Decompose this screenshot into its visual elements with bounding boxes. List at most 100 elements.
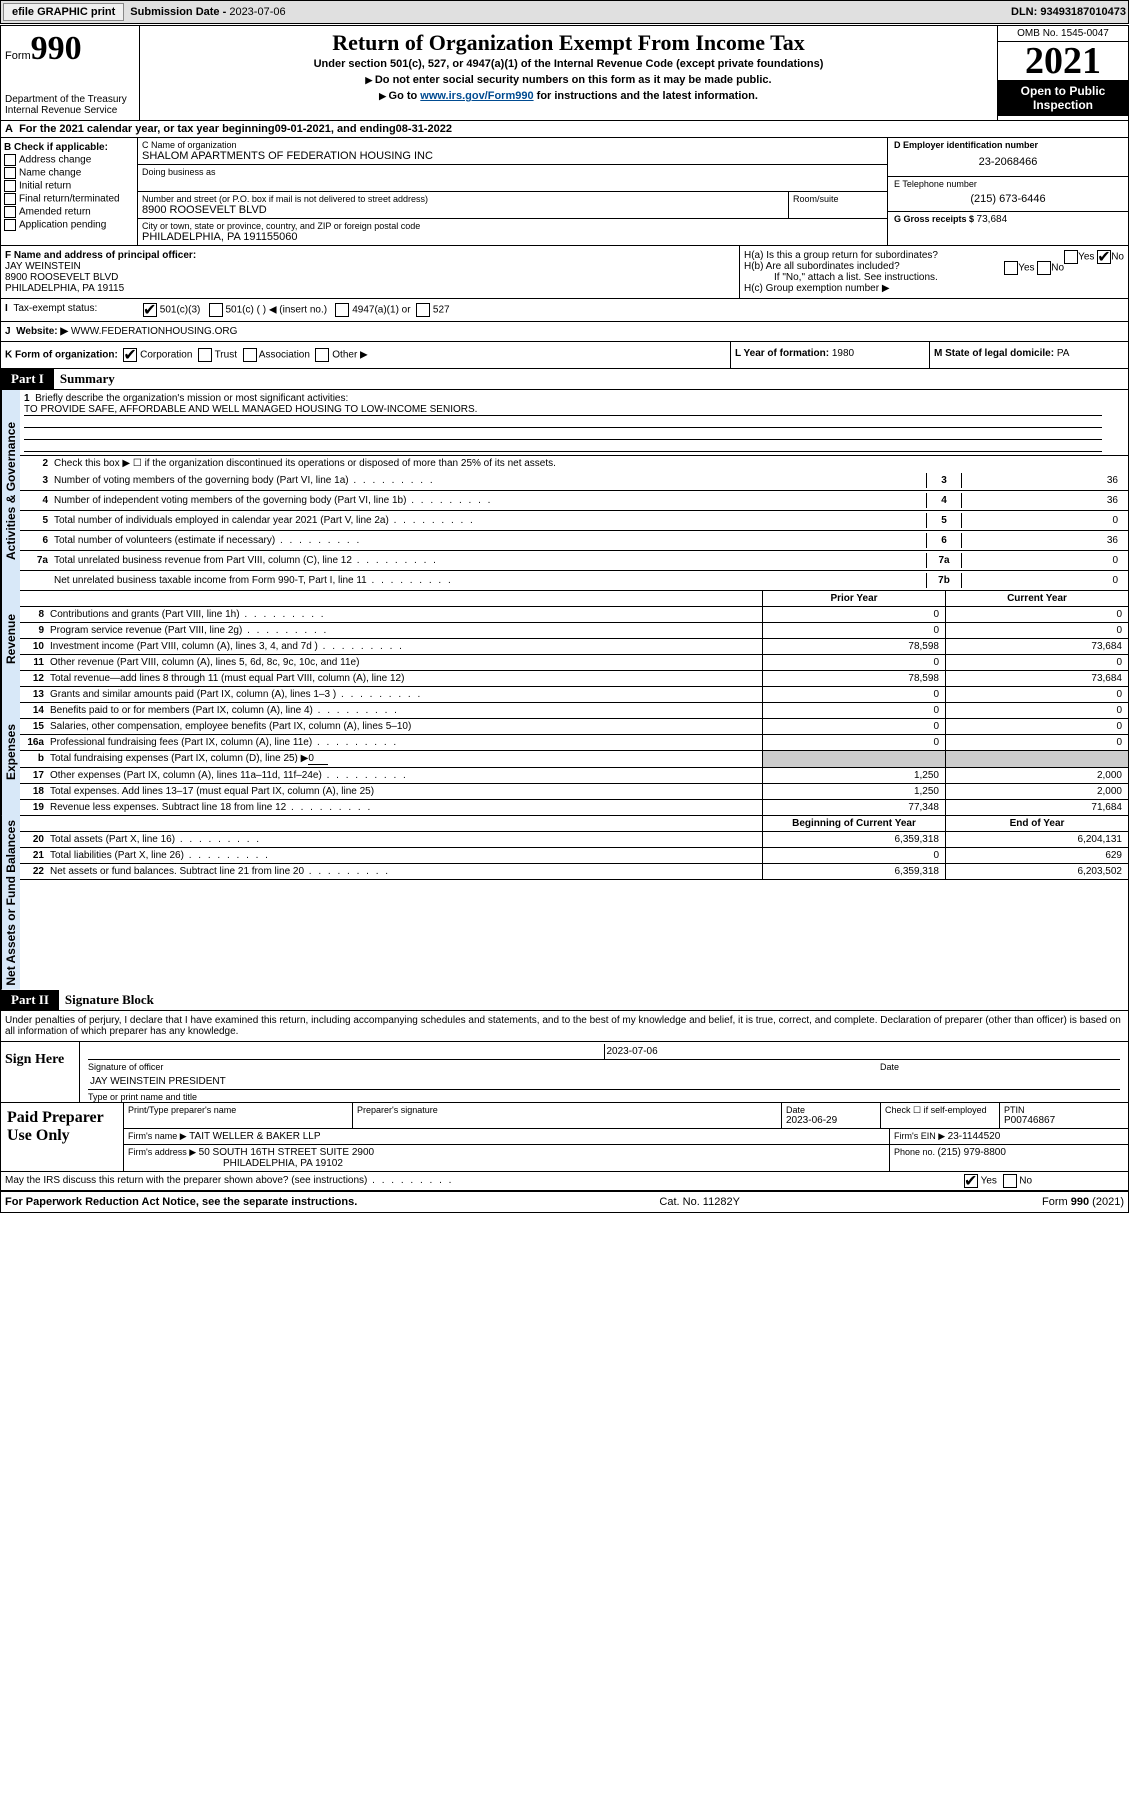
city-label: City or town, state or province, country… (142, 221, 883, 231)
discuss-no[interactable] (1003, 1174, 1017, 1188)
ha-no[interactable] (1097, 250, 1111, 264)
efile-print-button[interactable]: efile GRAPHIC print (3, 3, 124, 21)
website-label: Website: ▶ (16, 326, 68, 337)
l8: Contributions and grants (Part VIII, lin… (50, 607, 762, 622)
ptin-label: PTIN (1004, 1105, 1124, 1115)
chk-trust[interactable] (198, 348, 212, 362)
chk-final-return[interactable] (4, 193, 16, 205)
v3: 36 (961, 473, 1124, 488)
tax-year: 2021 (998, 42, 1128, 80)
tax-exempt-label: I Tax-exempt status: (1, 299, 139, 321)
sidebar-activities-governance: Activities & Governance (1, 390, 20, 591)
firm-addr-label: Firm's address ▶ (128, 1147, 199, 1157)
l2: Check this box ▶ ☐ if the organization d… (54, 458, 1124, 469)
irs-link[interactable]: www.irs.gov/Form990 (420, 90, 533, 102)
open-inspection: Open to Public Inspection (998, 80, 1128, 116)
chk-4947[interactable] (335, 303, 349, 317)
r20py: 6,359,318 (762, 832, 945, 847)
l18: Total expenses. Add lines 13–17 (must eq… (50, 784, 762, 799)
l21: Total liabilities (Part X, line 26) (50, 848, 762, 863)
ha-group-return: H(a) Is this a group return for subordin… (744, 250, 1124, 261)
firm-phone: (215) 979-8800 (938, 1147, 1006, 1158)
chk-527[interactable] (416, 303, 430, 317)
form-org-label: K Form of organization: (5, 350, 118, 361)
l22: Net assets or fund balances. Subtract li… (50, 864, 762, 879)
phone-label: E Telephone number (894, 179, 1122, 189)
dept-treasury: Department of the Treasury Internal Reve… (5, 94, 135, 116)
r22cy: 6,203,502 (945, 864, 1128, 879)
r13py: 0 (762, 687, 945, 702)
r8py: 0 (762, 607, 945, 622)
chk-name-change[interactable] (4, 167, 16, 179)
r15cy: 0 (945, 719, 1128, 734)
l6: Total number of volunteers (estimate if … (54, 535, 926, 546)
chk-association[interactable] (243, 348, 257, 362)
officer-addr: 8900 ROOSEVELT BLVD (5, 272, 735, 283)
dln: DLN: 93493187010473 (1011, 6, 1126, 18)
r16acy: 0 (945, 735, 1128, 750)
r18py: 1,250 (762, 784, 945, 799)
city: PHILADELPHIA, PA 191155060 (142, 231, 883, 243)
chk-amended[interactable] (4, 206, 16, 218)
chk-address-change[interactable] (4, 154, 16, 166)
year-formation-label: L Year of formation: (735, 348, 832, 359)
preparer-date: 2023-06-29 (786, 1115, 837, 1126)
chk-501c[interactable] (209, 303, 223, 317)
hb-yes[interactable] (1004, 261, 1018, 275)
top-toolbar: efile GRAPHIC print Submission Date - 20… (0, 0, 1129, 24)
l7a: Total unrelated business revenue from Pa… (54, 555, 926, 566)
r11cy: 0 (945, 655, 1128, 670)
ein-label: D Employer identification number (894, 140, 1122, 150)
hb-note: If "No," attach a list. See instructions… (744, 272, 1124, 283)
submission-date-label: Submission Date - 2023-07-06 (130, 6, 285, 18)
r17py: 1,250 (762, 768, 945, 783)
r9py: 0 (762, 623, 945, 638)
r20cy: 6,204,131 (945, 832, 1128, 847)
paid-preparer-label: Paid Preparer Use Only (1, 1103, 124, 1171)
chk-corporation[interactable] (123, 348, 137, 362)
chk-other[interactable] (315, 348, 329, 362)
firm-name: TAIT WELLER & BAKER LLP (189, 1131, 320, 1142)
r15py: 0 (762, 719, 945, 734)
sig-officer-label: Signature of officer (80, 1062, 872, 1072)
website: WWW.FEDERATIONHOUSING.ORG (71, 326, 237, 337)
form-title: Return of Organization Exempt From Incom… (144, 30, 993, 56)
preparer-name-label: Print/Type preparer's name (128, 1105, 348, 1115)
firm-name-label: Firm's name ▶ (128, 1131, 189, 1141)
l15: Salaries, other compensation, employee b… (50, 719, 762, 734)
r9cy: 0 (945, 623, 1128, 638)
r17cy: 2,000 (945, 768, 1128, 783)
firm-ein-label: Firm's EIN ▶ (894, 1131, 948, 1141)
phone: (215) 673-6446 (894, 189, 1122, 209)
part-i-bar: Part I (1, 369, 54, 389)
v7a: 0 (961, 553, 1124, 568)
form-subtitle: Under section 501(c), 527, or 4947(a)(1)… (144, 58, 993, 70)
chk-initial-return[interactable] (4, 180, 16, 192)
l14: Benefits paid to or for members (Part IX… (50, 703, 762, 718)
line-A-tax-year: A For the 2021 calendar year, or tax yea… (1, 121, 1128, 138)
l5: Total number of individuals employed in … (54, 515, 926, 526)
form-footer: Form 990 (2021) (1042, 1196, 1124, 1208)
discuss-yes[interactable] (964, 1174, 978, 1188)
part-ii-bar: Part II (1, 990, 59, 1010)
sidebar-expenses: Expenses (1, 687, 20, 816)
hc-exemption: H(c) Group exemption number ▶ (744, 283, 1124, 294)
dba-label: Doing business as (142, 167, 883, 177)
chk-application-pending[interactable] (4, 219, 16, 231)
hb-no[interactable] (1037, 261, 1051, 275)
r12py: 78,598 (762, 671, 945, 686)
form-990: Form990 Department of the Treasury Inter… (0, 25, 1129, 1213)
year-formation: 1980 (832, 348, 854, 359)
may-irs-discuss: May the IRS discuss this return with the… (5, 1175, 964, 1186)
l17: Other expenses (Part IX, column (A), lin… (50, 768, 762, 783)
state-domicile-label: M State of legal domicile: (934, 348, 1057, 359)
date-label: Date (872, 1062, 1128, 1072)
form-number: Form990 (5, 30, 135, 68)
street-label: Number and street (or P.O. box if mail i… (142, 194, 784, 204)
sidebar-net-assets: Net Assets or Fund Balances (1, 816, 20, 990)
org-name-label: C Name of organization (142, 140, 883, 150)
chk-501c3[interactable] (143, 303, 157, 317)
ha-yes[interactable] (1064, 250, 1078, 264)
cat-no: Cat. No. 11282Y (659, 1196, 740, 1208)
state-domicile: PA (1057, 348, 1070, 359)
